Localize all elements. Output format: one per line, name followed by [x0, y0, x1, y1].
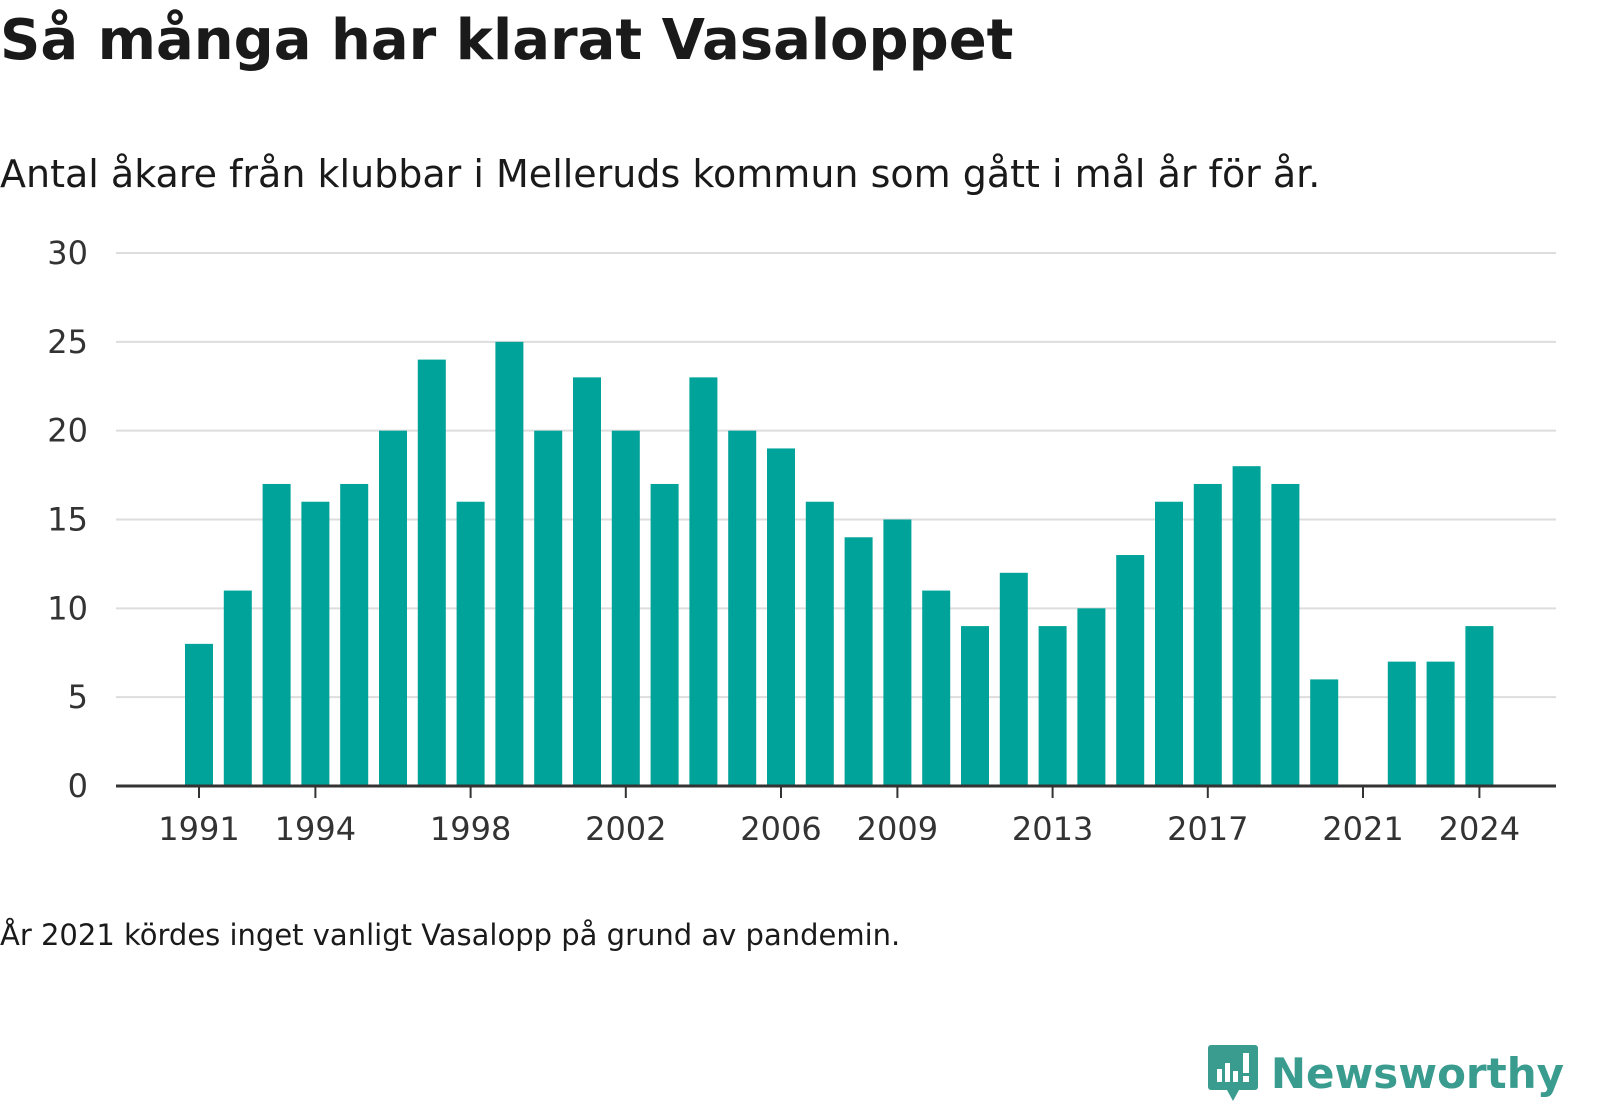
y-tick-label: 5 [68, 678, 88, 716]
x-tick-label: 2024 [1439, 810, 1520, 840]
y-tick-label: 25 [47, 323, 88, 361]
x-tick-label: 2009 [857, 810, 938, 840]
x-tick-label: 1994 [275, 810, 356, 840]
bar-2010 [922, 590, 951, 786]
bar-1994 [301, 501, 330, 786]
bar-2016 [1155, 501, 1183, 786]
chart-subtitle: Antal åkare från klubbar i Melleruds kom… [0, 152, 1321, 196]
chart-title: Så många har klarat Vasaloppet [0, 8, 1014, 73]
bar-1995 [340, 483, 369, 786]
bar-2011 [961, 626, 989, 786]
y-tick-label: 0 [68, 767, 88, 805]
bar-2003 [650, 483, 679, 786]
bar-2008 [844, 537, 873, 786]
bar-2024 [1465, 626, 1494, 786]
x-tick-label: 2021 [1322, 810, 1403, 840]
bar-2004 [689, 377, 718, 786]
bar-2014 [1077, 608, 1106, 786]
newsworthy-logo-icon [1207, 1045, 1258, 1101]
bar-2007 [805, 501, 834, 786]
x-tick-label: 1998 [430, 810, 511, 840]
x-tick-label: 2013 [1012, 810, 1093, 840]
x-tick-label: 1991 [158, 810, 239, 840]
bar-1998 [456, 501, 485, 786]
bar-2020 [1310, 679, 1339, 786]
bar-1991 [185, 643, 213, 786]
bar-2015 [1116, 555, 1145, 786]
bar-2017 [1193, 483, 1222, 786]
bar-2009 [883, 519, 912, 786]
x-tick-label: 2006 [740, 810, 821, 840]
bar-2006 [767, 448, 795, 786]
y-tick-label: 30 [47, 234, 88, 272]
bar-2005 [728, 430, 757, 786]
y-tick-label: 10 [47, 589, 88, 627]
bar-2023 [1426, 661, 1455, 786]
y-tick-label: 15 [47, 501, 88, 539]
bar-2013 [1038, 626, 1067, 786]
bar-chart: 0 5 10 15 20 25 30 1991 1994 1998 2002 2006 2009 2013… [47, 234, 1556, 840]
chart-footnote: År 2021 kördes inget vanligt Vasalopp på… [0, 918, 901, 952]
bar-1999 [495, 341, 524, 786]
bar-2012 [999, 572, 1028, 786]
bar-1997 [417, 359, 446, 786]
bar-2022 [1387, 661, 1416, 786]
bar-1993 [262, 483, 291, 786]
bar-2000 [534, 430, 563, 786]
y-tick-label: 20 [47, 412, 88, 450]
bar-2002 [611, 430, 640, 786]
brand-name: Newsworthy [1270, 1048, 1564, 1098]
bar-1996 [379, 430, 407, 786]
bar-2001 [573, 377, 601, 786]
bar-2018 [1232, 466, 1261, 786]
bar-2019 [1271, 483, 1300, 786]
x-tick-label: 2002 [585, 810, 666, 840]
x-tick-label: 2017 [1167, 810, 1248, 840]
brand-logo: Newsworthy [1207, 1042, 1564, 1104]
bar-1992 [223, 590, 252, 786]
